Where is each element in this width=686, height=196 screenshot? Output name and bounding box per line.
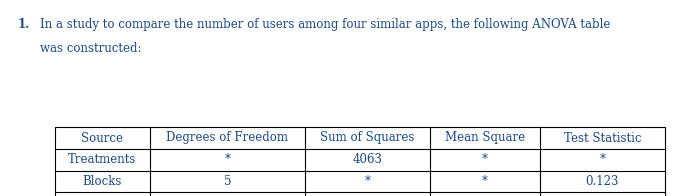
Text: Test Statistic: Test Statistic <box>564 132 641 144</box>
Text: In a study to compare the number of users among four similar apps, the following: In a study to compare the number of user… <box>40 18 611 31</box>
Text: Treatments: Treatments <box>69 153 137 166</box>
Text: Blocks: Blocks <box>83 175 122 188</box>
Bar <box>55 127 665 196</box>
Text: Mean Square: Mean Square <box>445 132 525 144</box>
Text: 5: 5 <box>224 175 231 188</box>
Text: *: * <box>482 153 488 166</box>
Text: 4063: 4063 <box>353 153 383 166</box>
Text: *: * <box>600 153 606 166</box>
Text: *: * <box>224 153 230 166</box>
Text: Sum of Squares: Sum of Squares <box>320 132 415 144</box>
Text: 0.123: 0.123 <box>586 175 619 188</box>
Text: *: * <box>364 175 370 188</box>
Text: was constructed:: was constructed: <box>40 42 141 55</box>
Text: Degrees of Freedom: Degrees of Freedom <box>167 132 289 144</box>
Text: *: * <box>482 175 488 188</box>
Text: Source: Source <box>82 132 123 144</box>
Text: 1.: 1. <box>18 18 30 31</box>
